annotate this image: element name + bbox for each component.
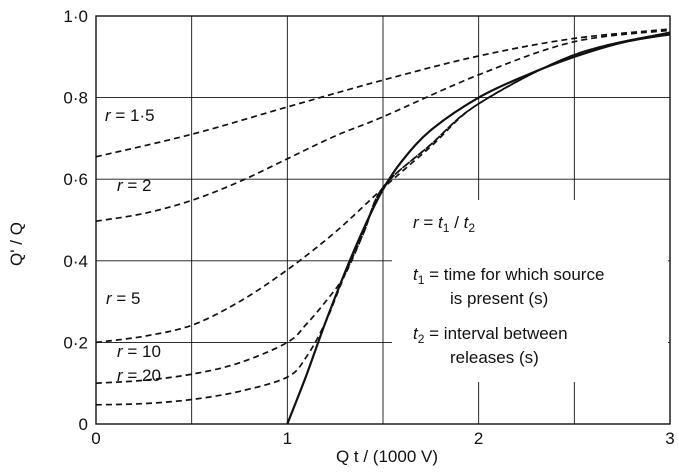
plot-frame: [95, 15, 671, 425]
y-tick-label: 0: [79, 415, 88, 434]
series-line-solid: [286, 33, 671, 425]
x-tick-label: 1: [283, 429, 292, 448]
x-tick-label: 0: [91, 429, 100, 448]
x-tick-label: 3: [665, 429, 674, 448]
curve-label-r-20: r = 20: [117, 366, 161, 385]
x-tick-label: 2: [474, 429, 483, 448]
annotation-line-3: is present (s): [450, 289, 548, 308]
series-line-dashed-4: [95, 31, 671, 406]
annotation-line-4: t2 = interval between: [413, 324, 568, 346]
y-tick-label: 0·6: [63, 170, 88, 189]
y-tick-label: 1·0: [63, 7, 88, 26]
annotation: r = t1 / t2 t1 = time for which source i…: [413, 213, 604, 367]
y-tick-label: 0·4: [63, 252, 88, 271]
annotation-line-1: r = t1 / t2: [413, 213, 475, 235]
curve-label-r-1-5: r = 1·5: [105, 106, 155, 125]
curve-label-r-10: r = 10: [117, 342, 161, 361]
tick-labels: 0 1 2 3 0 0·2 0·4 0·6 0·8 1·0: [63, 7, 674, 448]
annotation-line-5: releases (s): [450, 348, 539, 367]
annotation-box: [392, 200, 668, 382]
series-line-dashed-0: [95, 28, 671, 158]
annotation-line-2: t1 = time for which source: [413, 265, 604, 287]
curve-label-r-2: r = 2: [117, 176, 152, 195]
y-tick-label: 0·8: [63, 89, 88, 108]
y-axis-label: Q' / Q: [7, 222, 26, 266]
y-tick-label: 0·2: [63, 333, 88, 352]
x-axis-label: Q t / (1000 V): [336, 447, 438, 466]
series-line-dashed-1: [95, 29, 671, 223]
curve-labels: r = 1·5 r = 2 r = 5 r = 10 r = 20: [105, 106, 161, 385]
curve-label-r-5: r = 5: [106, 289, 141, 308]
series-layer: [95, 28, 671, 425]
